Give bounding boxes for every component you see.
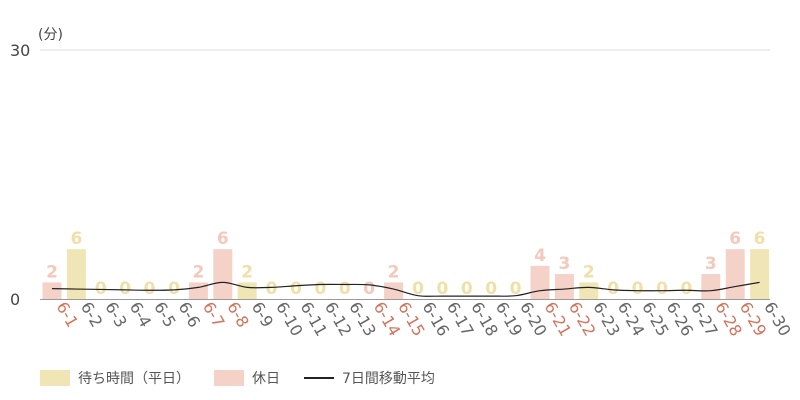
data-label-6-6: 0: [168, 279, 180, 299]
bar-6-9: [237, 282, 257, 299]
legend-item-holiday: 休日: [214, 368, 280, 388]
x-tick-label-6-9: 6-9: [248, 299, 278, 331]
data-label-6-1: 2: [46, 262, 58, 282]
data-label-6-12: 0: [314, 279, 326, 299]
data-label-6-23: 2: [583, 262, 595, 282]
bar-6-28: [701, 274, 721, 299]
data-label-6-15: 2: [388, 262, 400, 282]
data-label-6-16: 0: [412, 279, 424, 299]
data-label-6-7: 2: [192, 262, 204, 282]
moving-average-layer: [51, 281, 760, 297]
data-label-6-2: 6: [70, 229, 82, 249]
x-tick-label-6-3: 6-3: [101, 299, 131, 331]
legend-item-moving-average: 7日間移動平均: [304, 368, 435, 388]
legend: 待ち時間（平日） 休日 7日間移動平均: [40, 368, 459, 388]
data-label-6-26: 0: [656, 279, 668, 299]
bar-6-15: [384, 282, 404, 299]
x-tick-label-6-5: 6-5: [150, 299, 180, 331]
x-tick-label-6-1: 6-1: [53, 299, 83, 331]
data-label-6-30: 6: [754, 229, 766, 249]
data-label-6-20: 0: [510, 279, 522, 299]
data-label-6-22: 3: [558, 254, 570, 274]
data-label-6-11: 0: [290, 279, 302, 299]
data-label-6-27: 0: [680, 279, 692, 299]
data-label-6-13: 0: [339, 279, 351, 299]
x-tick-label-6-4: 6-4: [126, 299, 156, 331]
y-unit-label: (分): [38, 27, 63, 43]
bar-6-30: [750, 249, 770, 299]
x-tick-label-6-30: 6-30: [760, 299, 795, 340]
x-tick-label-6-8: 6-8: [223, 299, 253, 331]
data-label-6-24: 0: [607, 279, 619, 299]
legend-swatch-weekday: [40, 370, 70, 386]
data-label-6-4: 0: [119, 279, 131, 299]
data-label-6-10: 0: [266, 279, 278, 299]
data-label-6-29: 6: [729, 229, 741, 249]
bar-6-1: [42, 282, 62, 299]
x-tick-label-6-7: 6-7: [199, 299, 229, 331]
legend-swatch-holiday: [214, 370, 244, 386]
data-label-6-18: 0: [461, 279, 473, 299]
data-label-6-17: 0: [436, 279, 448, 299]
bar-6-23: [579, 282, 599, 299]
legend-label-weekday: 待ち時間（平日）: [78, 371, 190, 387]
bar-6-21: [530, 265, 550, 299]
bar-6-22: [554, 274, 574, 299]
data-label-6-28: 3: [705, 254, 717, 274]
data-label-6-14: 0: [363, 279, 375, 299]
data-label-6-5: 0: [144, 279, 156, 299]
legend-label-holiday: 休日: [252, 371, 280, 387]
bar-6-29: [725, 249, 745, 299]
y-tick-label-30: 30: [10, 41, 30, 60]
bar-6-2: [66, 249, 86, 299]
x-tick-label-6-6: 6-6: [175, 299, 205, 331]
data-label-6-19: 0: [485, 279, 497, 299]
x-tick-layer: 6-16-26-36-46-56-66-76-86-96-106-116-126…: [53, 299, 795, 340]
bar-6-8: [213, 249, 233, 299]
data-label-6-9: 2: [241, 262, 253, 282]
legend-label-moving-average: 7日間移動平均: [342, 371, 435, 387]
legend-swatch-moving-average: [304, 377, 334, 379]
moving-average-line: [51, 281, 760, 297]
data-label-6-21: 4: [534, 246, 546, 266]
data-label-6-8: 6: [217, 229, 229, 249]
bar-6-7: [188, 282, 208, 299]
data-label-6-25: 0: [632, 279, 644, 299]
grid-layer: 030: [10, 41, 770, 309]
legend-item-weekday: 待ち時間（平日）: [40, 368, 190, 388]
x-tick-label-6-2: 6-2: [77, 299, 107, 331]
y-tick-label-0: 0: [10, 290, 20, 309]
